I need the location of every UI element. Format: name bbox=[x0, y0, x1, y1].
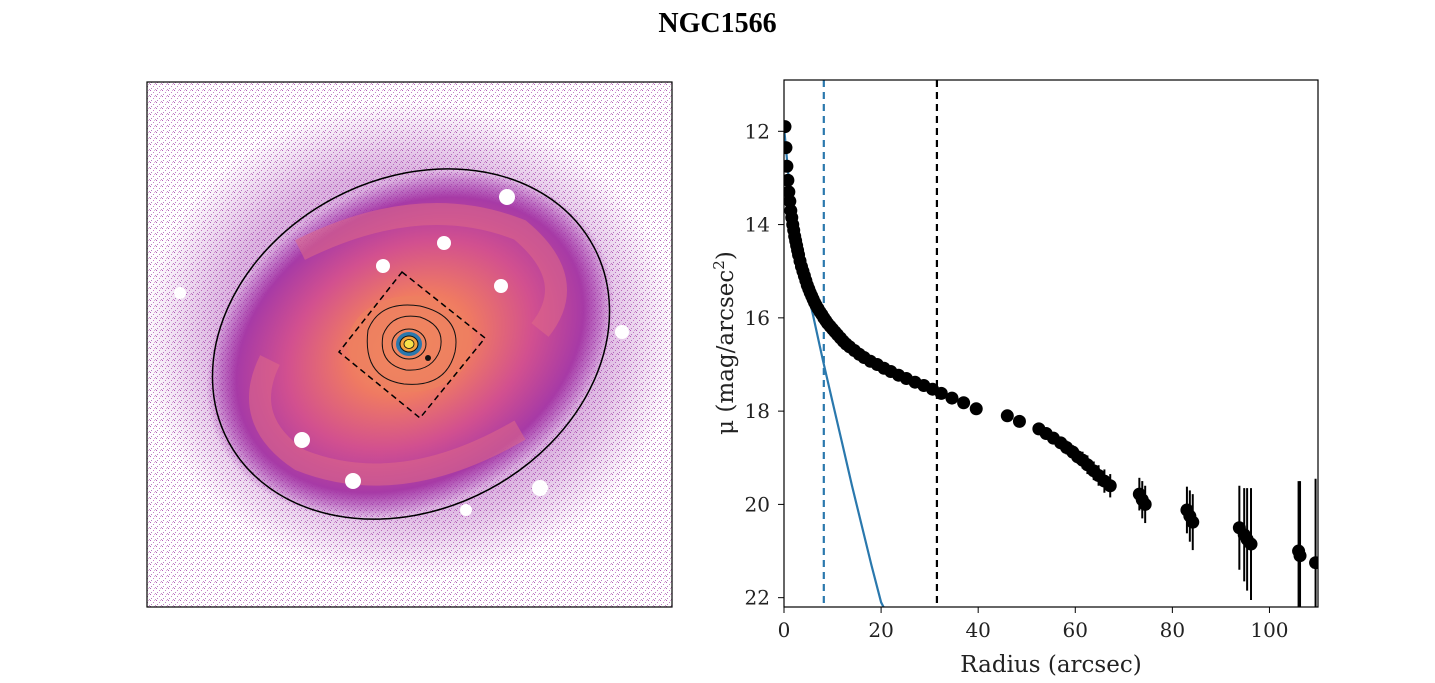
data-point bbox=[1103, 479, 1117, 493]
x-tick-label: 20 bbox=[868, 618, 893, 642]
x-tick-label: 60 bbox=[1063, 618, 1088, 642]
y-axis-label-main: μ (mag/arcsec bbox=[713, 270, 739, 435]
data-point bbox=[784, 120, 792, 134]
outer-ellipse bbox=[211, 168, 611, 520]
masked-star bbox=[499, 189, 515, 205]
core-inner bbox=[403, 339, 415, 349]
y-tick-label: 12 bbox=[745, 119, 770, 143]
isophote-contour bbox=[366, 304, 457, 385]
galaxy-image-panel bbox=[147, 82, 672, 607]
vlines-group bbox=[822, 80, 939, 607]
data-point bbox=[1000, 409, 1014, 423]
masked-star bbox=[494, 279, 508, 293]
data-point bbox=[784, 185, 796, 199]
data-point bbox=[1012, 414, 1026, 428]
data-point bbox=[1138, 497, 1152, 511]
x-tick-label: 80 bbox=[1160, 618, 1185, 642]
masked-star bbox=[174, 287, 186, 299]
data-point bbox=[784, 194, 797, 208]
x-tick-label: 100 bbox=[1250, 618, 1288, 642]
masked-star bbox=[345, 473, 361, 489]
plot-background bbox=[784, 80, 1318, 607]
data-point bbox=[1244, 537, 1258, 551]
y-axis-label-end: ) bbox=[713, 251, 739, 260]
y-tick-label: 20 bbox=[745, 492, 770, 516]
x-axis-label: Radius (arcsec) bbox=[960, 652, 1141, 678]
data-point bbox=[784, 159, 794, 173]
data-point bbox=[969, 402, 983, 416]
masked-star bbox=[376, 259, 390, 273]
data-point bbox=[934, 386, 948, 400]
figure-title: NGC1566 bbox=[658, 8, 777, 39]
masked-star bbox=[460, 504, 472, 516]
data-point bbox=[945, 391, 959, 405]
masked-star bbox=[532, 480, 548, 496]
points-group bbox=[784, 120, 1318, 607]
data-point bbox=[784, 141, 793, 155]
x-ticks: 0 20 40 60 80 100 bbox=[778, 607, 1289, 642]
masked-star bbox=[437, 236, 451, 250]
y-tick-label: 14 bbox=[745, 213, 770, 237]
spiral-arm-south bbox=[249, 355, 526, 486]
plot-frame bbox=[783, 79, 1319, 608]
y-tick-label: 16 bbox=[745, 306, 770, 330]
masked-star bbox=[294, 432, 310, 448]
profile-plot: 0 20 40 60 80 100 12 14 16 18 20 22 Radius (arcsec… bbox=[710, 79, 1319, 678]
x-tick-label: 0 bbox=[778, 618, 791, 642]
y-ticks: 12 14 16 18 20 22 bbox=[745, 119, 784, 610]
y-tick-label: 22 bbox=[745, 586, 770, 610]
masked-star bbox=[615, 325, 629, 339]
spiral-arm-north bbox=[295, 203, 567, 337]
data-point bbox=[1293, 549, 1307, 563]
center-dot bbox=[425, 355, 431, 361]
dashed-box bbox=[337, 270, 487, 420]
data-point bbox=[957, 396, 971, 410]
image-frame bbox=[146, 81, 673, 608]
data-point bbox=[1186, 515, 1200, 529]
x-tick-label: 40 bbox=[965, 618, 990, 642]
y-axis-label-sup: 2 bbox=[710, 260, 728, 270]
isophote-contour bbox=[381, 315, 442, 371]
data-point bbox=[784, 173, 795, 187]
isophote-contour bbox=[391, 328, 427, 360]
y-tick-label: 18 bbox=[745, 399, 770, 423]
data-point bbox=[1309, 556, 1318, 570]
y-axis-label: μ (mag/arcsec2) bbox=[710, 251, 739, 435]
